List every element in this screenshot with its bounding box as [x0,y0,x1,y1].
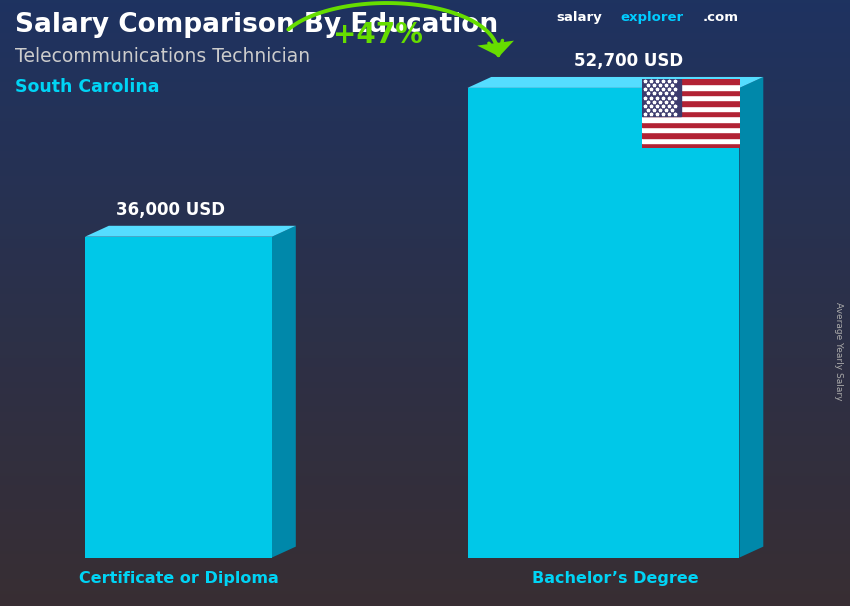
Bar [642,90,740,95]
Polygon shape [468,88,740,558]
Polygon shape [468,77,763,88]
Bar [642,111,740,116]
Bar [642,84,740,90]
Polygon shape [477,41,514,56]
Bar [642,138,740,143]
Text: Bachelor’s Degree: Bachelor’s Degree [532,571,699,586]
Text: explorer: explorer [620,11,683,24]
Text: Salary Comparison By Education: Salary Comparison By Education [15,12,498,38]
Text: salary: salary [557,11,603,24]
Text: Telecommunications Technician: Telecommunications Technician [15,47,310,66]
Bar [642,79,740,84]
Bar [642,100,740,105]
Bar [642,122,740,127]
Polygon shape [85,237,272,558]
Bar [642,132,740,138]
Bar [642,116,740,122]
Text: +47%: +47% [333,21,423,48]
Bar [642,143,740,148]
Bar [642,127,740,132]
Text: 52,700 USD: 52,700 USD [575,52,683,70]
Text: Average Yearly Salary: Average Yearly Salary [834,302,843,401]
Bar [642,105,740,111]
Polygon shape [85,226,296,237]
Polygon shape [272,226,296,558]
Text: 36,000 USD: 36,000 USD [116,201,224,219]
Polygon shape [740,77,763,558]
Text: South Carolina: South Carolina [15,78,160,96]
Text: .com: .com [703,11,739,24]
Bar [642,95,740,100]
Text: Certificate or Diploma: Certificate or Diploma [78,571,278,586]
Bar [642,79,681,116]
